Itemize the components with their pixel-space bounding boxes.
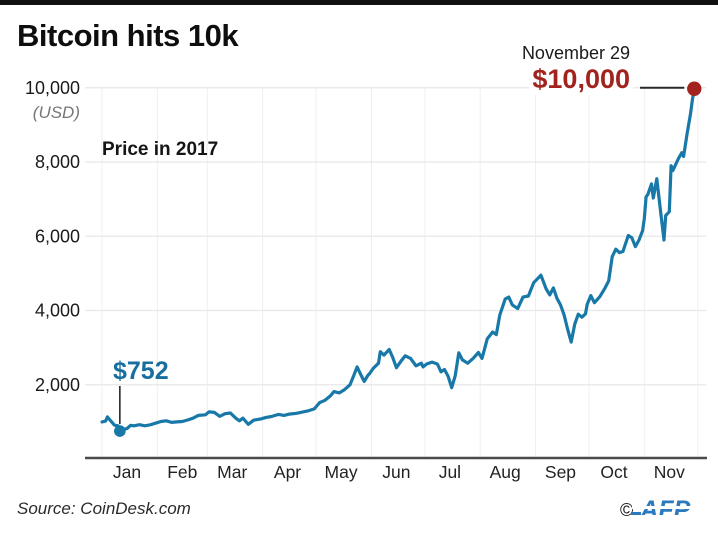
x-axis-tick-label: May — [325, 462, 358, 482]
y-axis-tick-label: 2,000 — [35, 375, 80, 395]
copyright-icon: © — [620, 500, 634, 520]
source-credit: Source: CoinDesk.com — [17, 499, 191, 518]
annotation-end-value: $10,000 — [529, 63, 633, 96]
x-axis-tick-label: Jun — [382, 462, 410, 482]
x-axis-tick-label: Apr — [274, 462, 301, 482]
afp-logo-block: © AFP — [620, 496, 693, 524]
low-price-dot — [114, 425, 126, 437]
x-axis-tick-label: Nov — [654, 462, 685, 482]
y-axis-tick-label: 4,000 — [35, 301, 80, 321]
top-border-bar — [0, 0, 718, 5]
x-axis-tick-label: Mar — [217, 462, 247, 482]
annotation-end-date: November 29 — [521, 43, 630, 63]
x-axis-tick-label: Sep — [545, 462, 576, 482]
afp-logo: AFP — [631, 496, 693, 524]
x-axis-tick-label: Feb — [167, 462, 197, 482]
annotation-low-price: $752 — [113, 357, 169, 385]
x-axis-tick-label: Oct — [600, 462, 627, 482]
chart-subtitle: Price in 2017 — [102, 139, 219, 160]
x-axis-tick-label: Jan — [113, 462, 141, 482]
x-axis-tick-label: Jul — [439, 462, 461, 482]
y-axis-tick-label: 6,000 — [35, 226, 80, 246]
chart-title: Bitcoin hits 10k — [17, 18, 239, 53]
y-axis-tick-label: 8,000 — [35, 152, 80, 172]
x-axis-tick-label: Aug — [490, 462, 521, 482]
y-axis-unit-label: (USD) — [32, 103, 80, 122]
price-line — [100, 87, 696, 433]
y-axis-tick-label: 10,000 — [25, 78, 80, 98]
annotation-end: November 29 $10,000 — [430, 43, 633, 96]
end-price-dot — [687, 81, 702, 96]
afp-logo-text: AFP — [640, 496, 691, 524]
